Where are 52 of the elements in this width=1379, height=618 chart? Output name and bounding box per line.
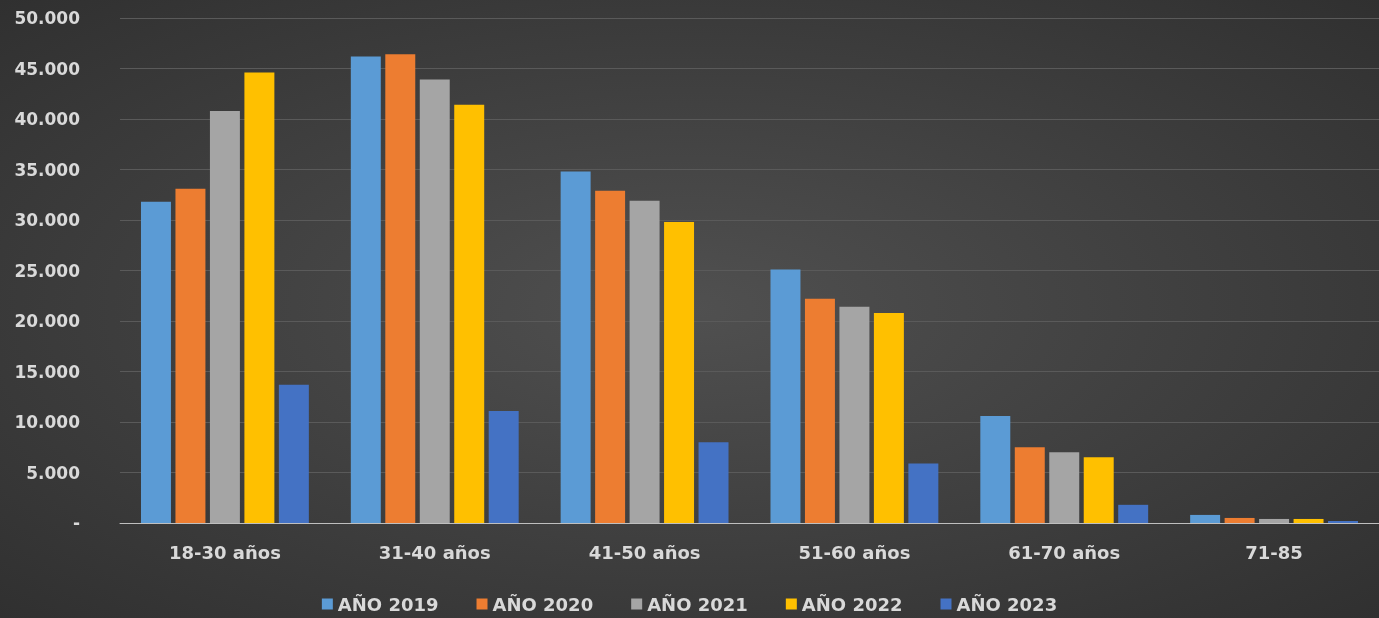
bar xyxy=(1293,518,1324,523)
y-tick-label: 5.000 xyxy=(26,462,81,483)
bar xyxy=(1259,518,1290,523)
bar xyxy=(175,188,206,523)
bar xyxy=(839,306,870,523)
x-tick-label: 18-30 años xyxy=(168,541,281,563)
bar xyxy=(1083,457,1114,523)
bar xyxy=(664,222,695,523)
bar xyxy=(385,54,416,523)
x-tick-label: 41-50 años xyxy=(588,541,701,563)
bar xyxy=(1328,520,1359,523)
y-tick-label: - xyxy=(72,513,80,533)
x-tick-label: 51-60 años xyxy=(798,541,911,563)
bar xyxy=(488,410,519,523)
bar xyxy=(419,79,450,523)
x-tick-label: 31-40 años xyxy=(378,541,491,563)
bar xyxy=(1118,504,1149,523)
bar xyxy=(908,463,939,523)
bar xyxy=(873,312,904,523)
bar xyxy=(595,190,626,523)
bar xyxy=(1224,517,1255,523)
x-tick-label: 71-85 xyxy=(1245,541,1303,563)
bar xyxy=(629,200,660,523)
bar xyxy=(1014,447,1045,523)
y-tick-label: 20.000 xyxy=(14,311,81,331)
legend-label: AÑO 2019 xyxy=(337,592,439,615)
bar xyxy=(804,298,835,523)
bar xyxy=(454,104,485,523)
bar xyxy=(1049,452,1080,523)
y-tick-label: 50.000 xyxy=(14,8,81,28)
x-tick-label: 61-70 años xyxy=(1008,541,1121,563)
bar xyxy=(209,110,240,523)
bar xyxy=(698,442,729,523)
bar xyxy=(1190,514,1221,523)
y-tick-label: 10.000 xyxy=(14,412,81,432)
legend-label: AÑO 2023 xyxy=(956,592,1058,615)
bar xyxy=(980,415,1011,523)
legend-label: AÑO 2022 xyxy=(801,592,903,615)
y-tick-label: 15.000 xyxy=(14,361,81,382)
y-tick-label: 45.000 xyxy=(14,58,81,79)
bar xyxy=(140,201,171,523)
bar xyxy=(278,384,309,523)
legend-label: AÑO 2020 xyxy=(492,592,594,615)
y-tick-label: 40.000 xyxy=(14,109,81,129)
bar xyxy=(560,171,591,523)
y-tick-label: 35.000 xyxy=(14,159,81,180)
y-tick-label: 25.000 xyxy=(14,260,81,281)
bar xyxy=(244,72,275,523)
y-tick-label: 30.000 xyxy=(14,210,81,230)
legend-label: AÑO 2021 xyxy=(647,592,748,615)
bar xyxy=(770,269,801,523)
bar xyxy=(350,56,381,523)
